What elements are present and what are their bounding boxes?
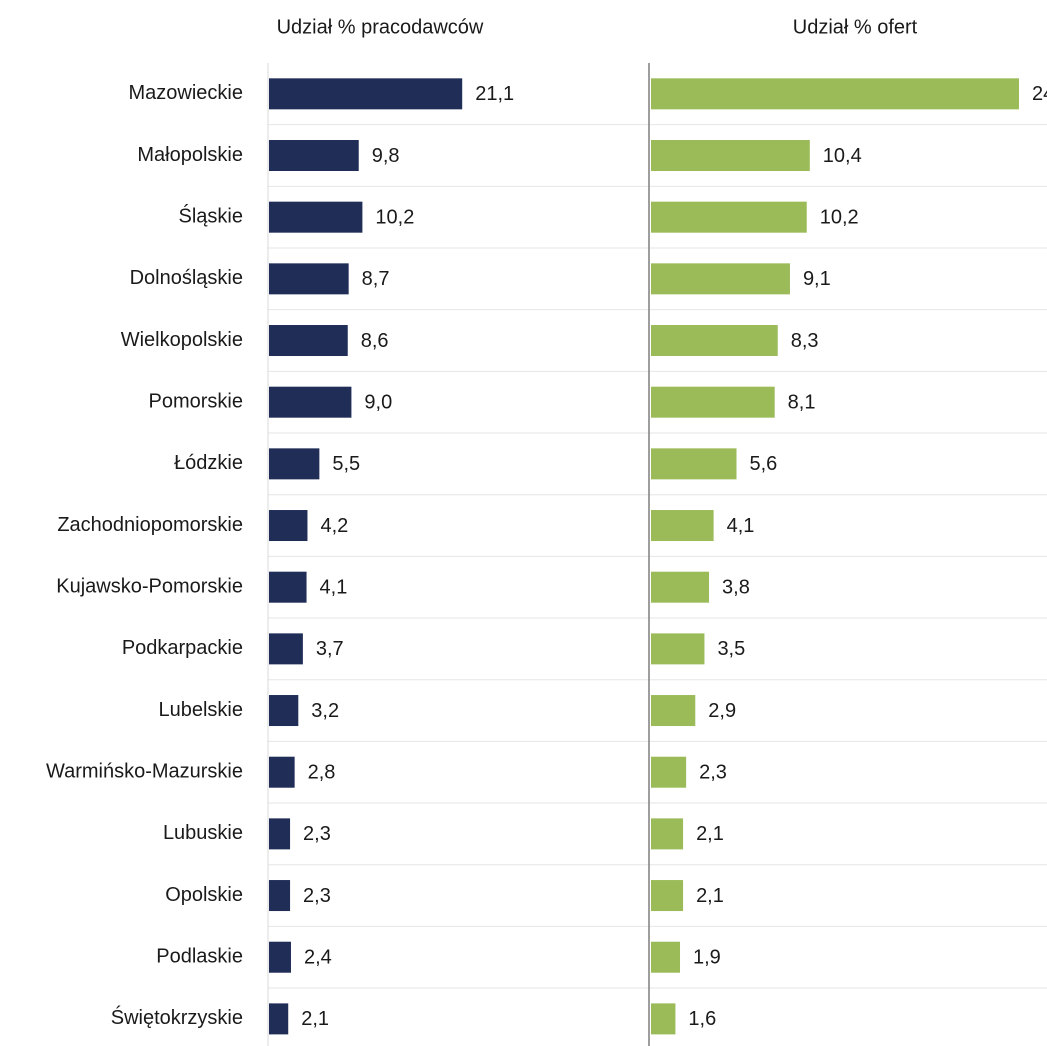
value-label: 4,2 (320, 515, 348, 537)
bar (269, 448, 320, 480)
value-label: 2,1 (696, 885, 724, 907)
value-label: 2,1 (696, 823, 724, 845)
value-label: 9,0 (364, 391, 392, 413)
value-label: 2,8 (308, 761, 336, 783)
value-label: 3,5 (717, 638, 745, 660)
bar (269, 386, 352, 418)
value-label: 8,3 (791, 330, 819, 352)
category-label: Lubelskie (158, 699, 243, 721)
value-label: 3,7 (316, 638, 344, 660)
value-label: 2,9 (708, 700, 736, 722)
value-label: 10,4 (823, 145, 862, 167)
category-label: Podkarpackie (122, 637, 243, 659)
bar (269, 633, 303, 665)
value-label: 2,3 (303, 885, 331, 907)
value-label: 2,1 (301, 1008, 329, 1030)
value-label: 3,8 (722, 576, 750, 598)
value-label: 3,2 (311, 700, 339, 722)
bar (651, 633, 705, 665)
value-label: 21,1 (475, 83, 514, 105)
bar (269, 571, 307, 603)
value-label: 1,9 (693, 946, 721, 968)
bar (269, 78, 463, 110)
bar (651, 756, 687, 788)
category-label: Małopolskie (137, 144, 243, 166)
category-label: Kujawsko-Pomorskie (56, 575, 243, 597)
bar (651, 880, 684, 912)
category-label: Śląskie (179, 203, 243, 227)
bar (269, 880, 291, 912)
bar (651, 941, 681, 973)
value-label: 8,1 (788, 391, 816, 413)
category-label: Lubuskie (163, 822, 243, 844)
category-label: Zachodniopomorskie (57, 514, 243, 536)
category-label: Łódzkie (174, 452, 243, 474)
bar (651, 201, 807, 233)
bar (651, 325, 778, 357)
category-label: Podlaskie (156, 945, 243, 967)
value-label: 8,6 (361, 330, 389, 352)
bar (269, 201, 363, 233)
bar (269, 695, 299, 727)
bar (269, 1003, 289, 1035)
value-label: 10,2 (375, 206, 414, 228)
bar (651, 448, 737, 480)
bar (651, 140, 810, 172)
value-label: 10,2 (820, 206, 859, 228)
bar (651, 510, 714, 542)
bar (269, 756, 295, 788)
bar (651, 1003, 676, 1035)
bar (269, 263, 349, 295)
category-label: Warmińsko-Mazurskie (46, 760, 243, 782)
bar (269, 941, 291, 973)
bar (269, 325, 348, 357)
value-label: 24,1 (1032, 83, 1047, 105)
category-label: Dolnośląskie (130, 267, 243, 289)
bar (651, 386, 775, 418)
category-label: Świętokrzyskie (111, 1005, 243, 1029)
category-label: Opolskie (165, 884, 243, 906)
value-label: 2,4 (304, 946, 332, 968)
value-label: 4,1 (727, 515, 755, 537)
value-label: 5,6 (750, 453, 778, 475)
bar (651, 571, 710, 603)
category-label: Pomorskie (149, 390, 243, 412)
panel-title: Udział % pracodawców (277, 16, 484, 38)
value-label: 1,6 (688, 1008, 716, 1030)
panel-title: Udział % ofert (793, 16, 918, 38)
value-label: 2,3 (699, 761, 727, 783)
category-label: Wielkopolskie (121, 329, 243, 351)
category-label: Mazowieckie (129, 82, 243, 104)
value-label: 2,3 (303, 823, 331, 845)
bar (651, 78, 1019, 110)
bar (269, 510, 308, 542)
bar (269, 140, 359, 172)
value-label: 9,1 (803, 268, 831, 290)
value-label: 9,8 (372, 145, 400, 167)
bar (651, 263, 790, 295)
bar (651, 695, 696, 727)
value-label: 4,1 (320, 576, 348, 598)
bar (651, 818, 684, 850)
value-label: 5,5 (332, 453, 360, 475)
value-label: 8,7 (362, 268, 390, 290)
bar (269, 818, 291, 850)
